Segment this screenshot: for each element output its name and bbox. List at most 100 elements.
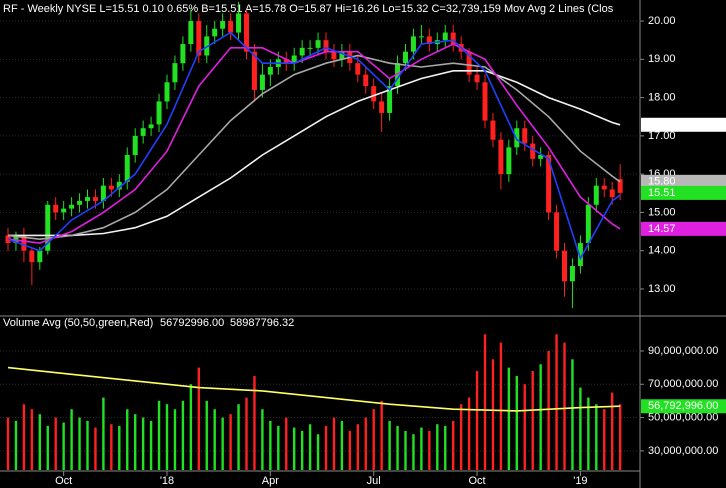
candle-body [569,266,575,282]
candle-body [339,51,345,60]
volume-bar [221,417,224,470]
candle-body [228,21,234,33]
candle-body [331,51,337,60]
candle-body [148,124,154,129]
volume-bar [78,417,81,470]
volume-bar [396,425,399,470]
x-tick-label: Apr [262,475,279,487]
price-flag [641,185,726,200]
moving-average-line [7,54,621,241]
candle-body [69,204,75,209]
candle-body [188,21,194,45]
volume-bar [571,359,574,470]
candle-body [244,13,249,52]
volume-bar [205,400,208,470]
y-tick-label: 50,000,000.00 [648,411,718,423]
candle-body [538,155,544,159]
volume-bar [6,417,10,470]
candle-body [204,36,210,56]
volume-bar [412,434,415,470]
y-tick-label: 19.00 [648,53,676,65]
volume-bar [428,430,431,470]
candle-body [251,51,257,90]
volume-stat: 56792996.00 [160,317,224,329]
candle-body [291,55,297,64]
volume-bar [189,384,193,470]
price-flag-label: 15.80 [648,176,676,188]
volume-bar [14,420,18,470]
candle-body [21,235,27,251]
volume-bar [118,425,121,470]
candle-body [132,135,138,156]
volume-bar [475,370,479,470]
candle-body [466,51,472,75]
y-tick-label: 18.00 [648,92,676,104]
candle-body [156,101,162,125]
volume-bar [356,424,359,470]
candle-body [108,185,114,190]
candle-body [442,32,448,41]
candle-body [498,139,504,175]
volume-bar [324,425,328,470]
candle-body [522,128,528,144]
x-tick-label: Jul [367,475,381,487]
candle-body [450,32,456,45]
candle-body [92,197,98,201]
volume-bar [618,404,622,470]
candle-body [410,36,416,52]
volume-bar [70,409,73,470]
candle-body [299,47,305,56]
volume-bar [611,392,614,470]
volume-bar [102,397,105,470]
y-tick-label: 17.00 [648,130,676,142]
volume-bar [269,420,272,470]
volume-bar [253,375,256,470]
candle-body [212,28,218,37]
moving-average-line [7,43,621,244]
candle-body [77,200,83,205]
candle-body [577,243,583,267]
candle-body [395,63,401,87]
candle-body [116,181,122,190]
price-flag [641,117,726,132]
volume-bar [563,342,566,470]
price-flag-label: 56,792,996.00 [648,400,718,412]
volume-bar [539,364,542,470]
y-tick-label: 13.00 [648,283,676,295]
price-flag [641,221,726,236]
volume-bar [245,397,248,470]
candle-body [490,120,496,140]
candle-body [474,74,480,83]
price-flag-label: 15.51 [648,187,676,199]
volume-bar [332,417,336,470]
volume-bar [444,425,447,470]
volume-bar [579,387,582,470]
volume-bar [46,425,49,470]
candle-body [164,82,170,102]
candle-body [355,63,361,75]
volume-bar [277,425,280,470]
volume-bar [38,414,41,470]
candle-body [267,66,273,75]
volume-bar [110,424,113,470]
volume-bar [86,420,89,470]
x-tick-label: Oct [468,475,485,487]
volume-bar [94,427,97,470]
candle-body [609,189,615,198]
volume-bar [134,414,137,470]
candle-body [37,250,43,263]
volume-bar [22,404,26,470]
volume-bar [141,417,145,470]
volume-bar [587,397,590,470]
volume-bar [308,424,312,470]
volume-bar [515,375,518,470]
header-group: RF - Weekly NYSE L=15.51 0.10 0.65% B=15… [3,3,614,15]
volume-bar [436,424,439,470]
candle-body [283,59,289,64]
volume-bar [467,397,471,470]
price-flag-label: 14.57 [648,223,676,235]
candle-body [315,40,321,48]
volume-bar [213,409,216,470]
candle-body [426,36,432,45]
candle-body [617,179,623,193]
